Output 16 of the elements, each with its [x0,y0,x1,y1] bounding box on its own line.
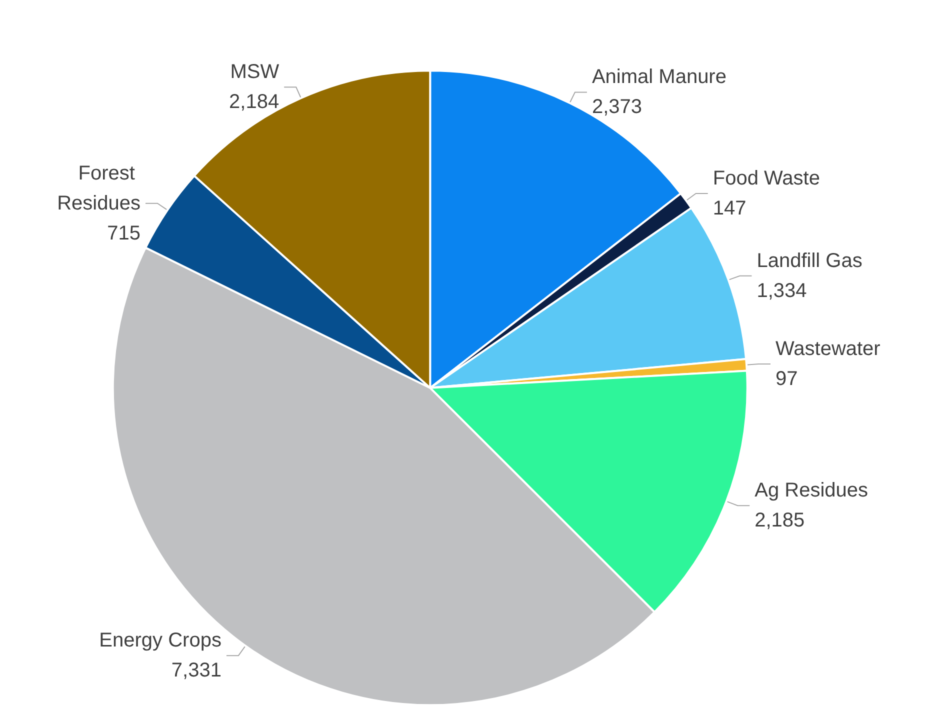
data-label: 147 [712,198,746,220]
slice-label: Energy Crops [99,630,222,652]
data-label: 7,331 [171,660,222,682]
slice-label: MSW [230,61,280,84]
slice-label: Ag Residues [754,480,868,502]
slice-label: Animal Manure [592,66,726,88]
slice-label: Wastewater [776,338,881,360]
slice-label: Food Waste [712,168,820,190]
data-label: 2,373 [592,96,642,118]
slice-label: Landfill Gas [756,250,862,272]
data-label: 2,185 [754,510,805,532]
data-label: 97 [776,368,798,390]
data-label: 2,184 [229,91,280,114]
data-label: 1,334 [756,280,807,302]
slice-label: Forest Residues [57,162,140,214]
data-label: 715 [107,222,140,244]
